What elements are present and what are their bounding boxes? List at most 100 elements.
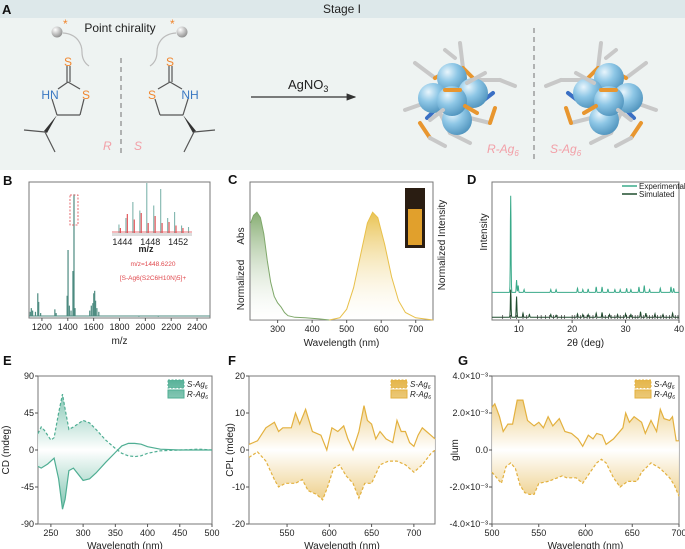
ligand-bond [616, 108, 633, 122]
x-tick-label: 600 [322, 528, 337, 538]
r-ag6-curve [37, 442, 212, 510]
panel-label: E [3, 353, 12, 368]
stage-title: Stage I [323, 2, 361, 16]
legend-label: Experimental [639, 182, 685, 191]
emission-area [329, 212, 433, 320]
absorption-area [250, 212, 330, 320]
y-tick-label: 45 [24, 408, 34, 418]
ligand-bond [582, 104, 598, 115]
r-thiazolidinethione-structure [23, 66, 85, 153]
x-tick-label: 20 [567, 324, 577, 334]
ligand-bond [413, 61, 437, 80]
y-tick-label: 4.0×10⁻³ [452, 371, 488, 381]
ligand-bond [458, 41, 465, 70]
x-tick-label: 500 [484, 528, 499, 538]
formula-annotation: [S-Ag6(S2C6H10N)5]+ [120, 275, 186, 282]
chirality-tether-left [62, 32, 90, 67]
legend-label: R-Ag6 [654, 390, 675, 401]
legend-label: S-Ag6 [654, 380, 675, 391]
series-area [38, 443, 212, 510]
x-tick-label: 600 [578, 528, 593, 538]
s-ag6-curve [491, 458, 680, 497]
s-ag6-curve [37, 393, 213, 458]
ligand-bond [596, 41, 603, 70]
legend-swatch [167, 379, 185, 389]
y-tick-label: -10 [232, 482, 245, 492]
legend-swatch [634, 379, 652, 389]
legend-label: S-Ag6 [187, 380, 208, 391]
panel-c-optical-spectra: C 300 400 500 600 700 Wavelength (nm) Abs Normal… [228, 172, 448, 349]
y-tick-label: 20 [235, 371, 245, 381]
x-axis-label: m/z [111, 336, 127, 347]
ligand-bond [443, 48, 457, 60]
x-tick-label: 2200 [161, 322, 181, 332]
ligand-bond [468, 116, 492, 125]
y-tick-label: -45 [21, 482, 34, 492]
panel-f-cpl: F 550 600 650 700 20 10 0 -10 -20 Wavelength (nm) S… [225, 353, 436, 549]
legend-label: R-Ag6 [410, 390, 431, 401]
mz-annotation: m/z=1448.6220 [131, 261, 176, 268]
ligand-bond [614, 136, 633, 148]
silver-atom [437, 63, 467, 93]
ligand-bond [488, 106, 497, 125]
x-tick-label: 700 [671, 528, 685, 538]
product-label-r: R-Ag6 [487, 142, 519, 158]
x-tick-label: 30 [621, 324, 631, 334]
r-ag6-cluster-model [403, 41, 517, 148]
y-tick-label: -20 [232, 519, 245, 529]
inset-x-tick-label: 1452 [168, 237, 188, 247]
x-tick-label: 1600 [84, 322, 104, 332]
emission-curve [329, 211, 434, 321]
x-axis-label: Wavelength (nm) [304, 541, 380, 549]
r-ring-sulfur: S [82, 88, 90, 102]
legend-swatch [390, 389, 408, 399]
x-tick-label: 2400 [187, 322, 207, 332]
x-tick-label: 1200 [32, 322, 52, 332]
panel-label: G [458, 353, 468, 368]
panel-label: F [228, 353, 236, 368]
x-tick-label: 300 [76, 528, 91, 538]
inset-x-tick-label: 1448 [140, 237, 160, 247]
s-thione-sulfur: S [166, 55, 174, 69]
silver-atom [437, 86, 467, 116]
ligand-bond [465, 71, 487, 85]
highlight-box [69, 194, 79, 226]
legend-swatch [167, 389, 185, 399]
s-ag6-cluster-model [544, 41, 658, 148]
ligand-bond [448, 131, 472, 145]
chirality-tether-right [149, 32, 177, 67]
y-tick-label: -2.0×10⁻³ [449, 482, 488, 492]
legend-label: R-Ag6 [187, 390, 208, 401]
y-axis-label: CPL (mdeg) [225, 423, 236, 477]
legend-label: Simulated [639, 190, 675, 199]
series-area [38, 394, 212, 457]
ligand-bond [418, 121, 432, 140]
legend-label: S-Ag6 [410, 380, 431, 391]
x-axis-label: Wavelength (nm) [87, 541, 163, 549]
y-axis-label-normalized: Normalized [236, 260, 247, 311]
x-axis-label: Wavelength (nm) [548, 541, 624, 549]
plot-frame [28, 181, 211, 319]
inset-x-tick-label: 1444 [112, 237, 132, 247]
silver-atom [594, 86, 624, 116]
s-thiazolidinethione-structure [154, 66, 216, 153]
ligand-bond [428, 136, 447, 148]
series-area [492, 450, 679, 497]
x-tick-label: 2000 [135, 322, 155, 332]
r-amine-nh: HN [41, 88, 58, 102]
chiral-ball-icon-left [51, 26, 63, 38]
y-axis-label-right: Normalized Intensity [437, 200, 448, 291]
x-tick-label: 40 [674, 324, 684, 334]
experimental-pattern [492, 195, 679, 293]
vial-luminescence [408, 209, 422, 245]
y-axis-label-abs: Abs [236, 227, 247, 244]
ligand-bond [604, 48, 618, 60]
asterisk-right: * [170, 17, 175, 31]
asterisk-left: * [63, 17, 68, 31]
panel-label-a: A [2, 2, 12, 17]
x-tick-label: 500 [204, 528, 219, 538]
y-tick-label: 2.0×10⁻³ [452, 408, 488, 418]
x-tick-label: 1400 [58, 322, 78, 332]
